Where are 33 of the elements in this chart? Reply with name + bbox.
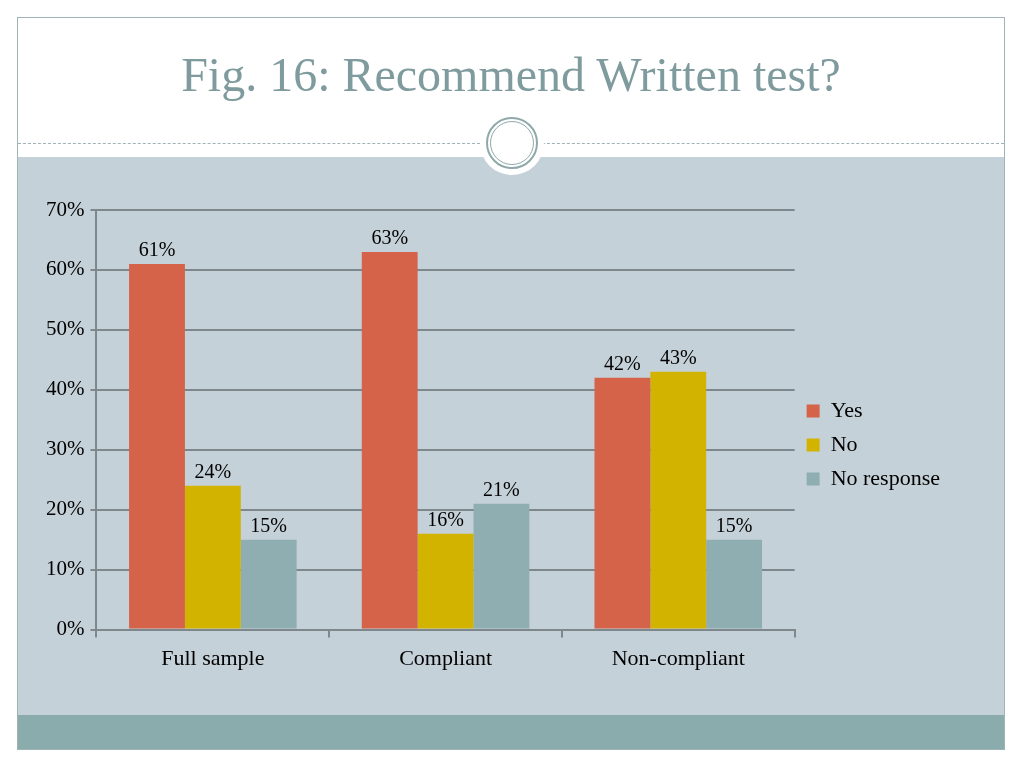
y-tick-label: 20% (45, 496, 85, 521)
data-label: 61% (138, 238, 176, 261)
y-tick-label: 10% (45, 556, 85, 581)
bar (706, 539, 763, 629)
data-label: 15% (715, 513, 753, 536)
y-tick-label: 70% (45, 196, 85, 221)
data-label: 63% (371, 226, 409, 249)
y-tick-label: 50% (45, 316, 85, 341)
bar (650, 371, 707, 629)
y-tick-label: 40% (45, 376, 85, 401)
bar (184, 485, 241, 629)
data-label: 24% (194, 459, 232, 482)
data-label: 43% (659, 346, 697, 369)
bar (473, 503, 530, 629)
bar (361, 251, 418, 629)
bar (417, 533, 474, 629)
data-label: 15% (250, 513, 288, 536)
chart-title: Fig. 16: Recommend Written test? (180, 47, 842, 103)
legend-label: No response (830, 464, 941, 490)
bar (594, 377, 651, 629)
data-label: 16% (427, 507, 464, 530)
data-label: 21% (483, 477, 520, 500)
x-tick-label: Full sample (161, 644, 265, 670)
bar (129, 263, 185, 629)
y-tick-label: 60% (45, 256, 85, 281)
data-label: 42% (604, 352, 641, 375)
y-tick-label: 30% (45, 436, 85, 461)
legend-label: No (830, 430, 858, 456)
bar (240, 539, 297, 629)
x-tick-label: Compliant (399, 644, 493, 670)
y-tick-label: 0% (56, 616, 85, 641)
legend-label: Yes (830, 396, 863, 422)
x-tick-label: Non-compliant (611, 644, 745, 670)
